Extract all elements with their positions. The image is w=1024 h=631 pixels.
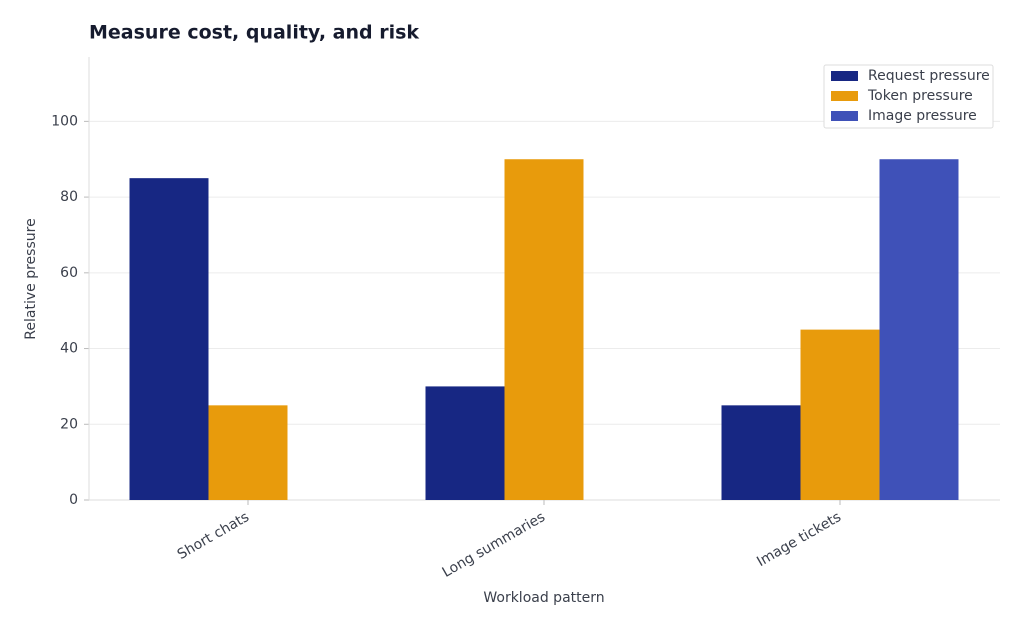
legend-label: Image pressure — [868, 108, 977, 124]
bar — [721, 405, 801, 500]
bar — [800, 329, 880, 500]
legend-label: Request pressure — [868, 68, 990, 84]
y-tick-label: 60 — [60, 265, 78, 281]
x-tick-label: Long summaries — [440, 509, 548, 581]
legend-swatch — [831, 71, 858, 81]
x-tick-label: Short chats — [175, 509, 252, 563]
legend-swatch — [831, 111, 858, 121]
bar — [208, 405, 288, 500]
bar — [879, 159, 959, 500]
x-tick-label: Image tickets — [754, 509, 844, 570]
bar — [425, 386, 505, 500]
legend-box — [823, 64, 994, 129]
x-axis-label: Workload pattern — [483, 590, 604, 606]
legend-label: Token pressure — [867, 88, 973, 104]
y-tick-label: 100 — [51, 113, 78, 129]
bar — [504, 159, 584, 500]
y-tick-label: 40 — [60, 341, 78, 357]
y-tick-label: 80 — [60, 189, 78, 205]
chart-title: Measure cost, quality, and risk — [89, 22, 419, 44]
legend-swatch — [831, 91, 858, 101]
y-tick-label: 20 — [60, 416, 78, 432]
y-axis-label: Relative pressure — [23, 218, 39, 339]
y-tick-label: 0 — [69, 492, 78, 508]
bar — [129, 178, 209, 500]
